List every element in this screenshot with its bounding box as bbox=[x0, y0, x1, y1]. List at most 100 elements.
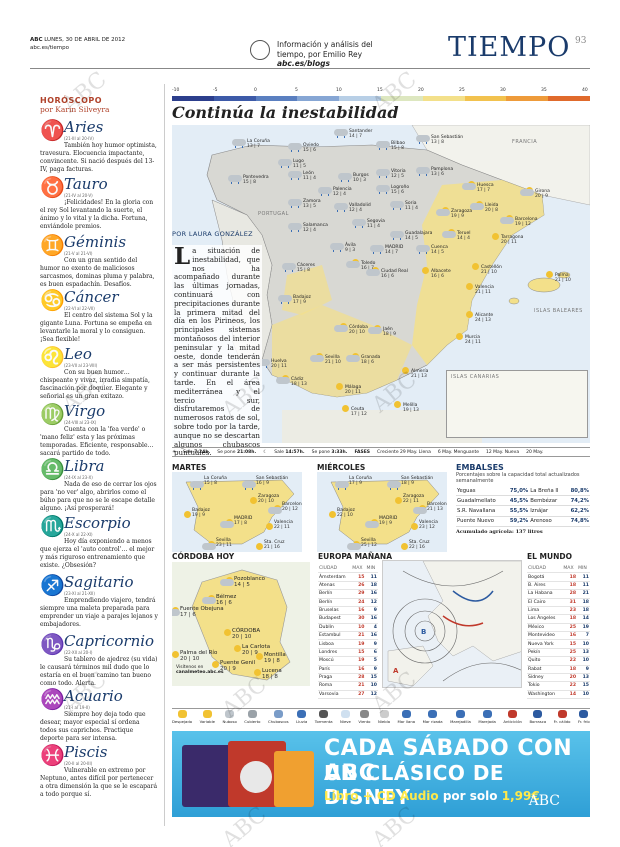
weather-icon bbox=[250, 653, 264, 663]
city-label: Cáceres 15 | 8 bbox=[297, 263, 315, 273]
legend-label: Nieve bbox=[340, 719, 351, 724]
embalse-value: 45,5% bbox=[504, 495, 530, 507]
cordoba-place: Montilla 19 | 8 bbox=[264, 652, 286, 664]
max-temp: 22 bbox=[562, 681, 578, 691]
cordoba-place-name: Bélmez bbox=[216, 594, 237, 600]
cordoba-place-name: Montilla bbox=[264, 652, 286, 658]
cloud-icon bbox=[390, 231, 404, 238]
city-name: Lleida bbox=[485, 203, 499, 208]
city-name: Córdoba bbox=[349, 325, 368, 330]
legend-item: Viento bbox=[358, 709, 371, 726]
city-label: Huelva 20 | 11 bbox=[271, 359, 287, 369]
embalse-value: 74,2% bbox=[565, 495, 590, 507]
portugal-label: PORTUGAL bbox=[258, 211, 289, 217]
cordoba-place: Pozoblanco 14 | 5 bbox=[234, 576, 265, 588]
city-label: Tarragona 20 | 11 bbox=[501, 235, 523, 245]
mini-city-temp: 22 | 16 bbox=[409, 545, 425, 550]
mini-city-temp: 19 | 9 bbox=[192, 513, 205, 518]
legend-label: Cubierto bbox=[244, 719, 261, 724]
disney-ad[interactable]: CADA SÁBADO CON ABC UN CLÁSICO DE DISNEY… bbox=[172, 731, 590, 817]
weather-icon bbox=[242, 479, 256, 490]
city-label: Oviedo 15 | 6 bbox=[303, 143, 319, 153]
city-label: Córdoba 20 | 10 bbox=[349, 325, 368, 335]
cordoba-place: Bélmez 16 | 6 bbox=[216, 594, 236, 606]
baleares-label: ISLAS BALEARES bbox=[534, 308, 583, 314]
min-temp: 16 bbox=[365, 631, 378, 641]
city-name: Sídney bbox=[527, 673, 563, 683]
ad-por-solo: por solo bbox=[442, 789, 498, 803]
city-name: Cuenca bbox=[431, 245, 448, 250]
zodiac-icon: ♈ bbox=[40, 118, 65, 142]
weather-icon bbox=[390, 229, 404, 240]
embalse-name: Puente Nuevo bbox=[456, 516, 505, 527]
city-label: Málaga 20 | 11 bbox=[345, 385, 361, 395]
horoscope-title: HORÓSCOPO bbox=[40, 96, 103, 105]
rain-icon bbox=[341, 180, 349, 182]
low-pressure-label: B bbox=[421, 628, 426, 636]
blogs-link[interactable]: abc.es/blogs bbox=[277, 59, 330, 68]
temperature-scale: -10 -5 0 5 10 15 20 25 30 35 40 bbox=[172, 88, 590, 101]
table-row: París 16 9 bbox=[318, 665, 378, 674]
site-link[interactable]: abc.es/tiempo bbox=[30, 45, 70, 51]
city-temp: 19 | 9 bbox=[451, 214, 464, 219]
cloud-icon bbox=[376, 169, 390, 176]
table-row: Nueva York 15 10 bbox=[527, 639, 590, 649]
weather-icon bbox=[330, 383, 344, 393]
legend-icon bbox=[340, 710, 350, 718]
table-row: Londres 15 6 bbox=[318, 648, 378, 658]
legend-item: Despejado bbox=[172, 709, 192, 726]
table-row: México 25 19 bbox=[527, 623, 590, 633]
city-temp: 20 | 10 bbox=[349, 330, 365, 335]
city-name: Toledo bbox=[361, 261, 376, 266]
cordoba-credit-url[interactable]: canalmeteo.abc.es bbox=[176, 670, 224, 675]
cloud-icon bbox=[288, 171, 302, 178]
city-name: Washington bbox=[527, 690, 563, 700]
embalse-value: 59,2% bbox=[504, 516, 530, 527]
sign-text-body: ¡Felicidades! En la gloria con el rey So… bbox=[40, 199, 154, 230]
cordoba-place-temp: 20 | 10 bbox=[232, 634, 252, 640]
cordoba-place-temp: 17 | 6 bbox=[180, 612, 196, 618]
martes-title: MARTES bbox=[172, 463, 207, 472]
cordoba-place-name: Fuente Obejuna bbox=[180, 606, 224, 612]
city-name: Londres bbox=[318, 648, 352, 658]
sun-icon bbox=[456, 333, 463, 340]
scale-tick-label: 35 bbox=[541, 88, 547, 93]
city-label: Granada 18 | 6 bbox=[361, 355, 380, 365]
city-name: Sevilla bbox=[325, 355, 340, 360]
min-temp: 12 bbox=[365, 690, 378, 700]
weather-icon bbox=[352, 217, 366, 228]
cloud-icon bbox=[436, 209, 450, 216]
map-title: Continúa la inestabilidad bbox=[172, 103, 399, 122]
mini-city: La Coruña 17 | 9 bbox=[349, 476, 372, 486]
city-temp: 14 | 7 bbox=[349, 134, 362, 139]
cloud-icon bbox=[366, 269, 380, 276]
city-label: Salamanca 12 | 4 bbox=[303, 223, 328, 233]
city-name: Praga bbox=[318, 673, 352, 683]
legend-icon bbox=[557, 710, 567, 718]
cloud-icon bbox=[334, 203, 348, 210]
city-name: Pontevedra bbox=[243, 175, 269, 180]
mini-iberia bbox=[330, 479, 440, 545]
weather-icon bbox=[370, 243, 384, 254]
header-meta: ABC LUNES, 30 DE ABRIL DE 2012 abc.es/ti… bbox=[30, 36, 125, 52]
city-temp: 20 | 11 bbox=[345, 390, 361, 395]
lead-text: a situación de inestabilidad, que nos ha… bbox=[174, 246, 260, 458]
cordoba-place-temp: 20 | 9 bbox=[220, 666, 236, 672]
max-temp: 18 bbox=[562, 665, 578, 674]
table-row: Moscú 19 5 bbox=[318, 656, 378, 666]
city-name: San Sebastián bbox=[431, 135, 464, 140]
cordoba-place: La Carlota 20 | 9 bbox=[242, 644, 270, 656]
mini-city-name: Badajoz bbox=[337, 508, 355, 513]
cloud-icon bbox=[282, 263, 296, 270]
sign-text: Cuenta con la 'fea verde' o 'mano feliz'… bbox=[40, 426, 158, 458]
city-label: León 11 | 4 bbox=[303, 171, 316, 181]
zodiac-icon: ♊ bbox=[40, 233, 65, 257]
cold-front bbox=[452, 590, 494, 602]
cordoba-place-name: La Carlota bbox=[242, 644, 271, 650]
min-temp: 11 bbox=[577, 572, 590, 582]
isobar-line-2 bbox=[442, 662, 521, 682]
sun-rise-label: Sale bbox=[183, 449, 193, 455]
sun-icon bbox=[254, 669, 261, 676]
mini-city: Barcelona20 | 12 bbox=[282, 502, 302, 512]
